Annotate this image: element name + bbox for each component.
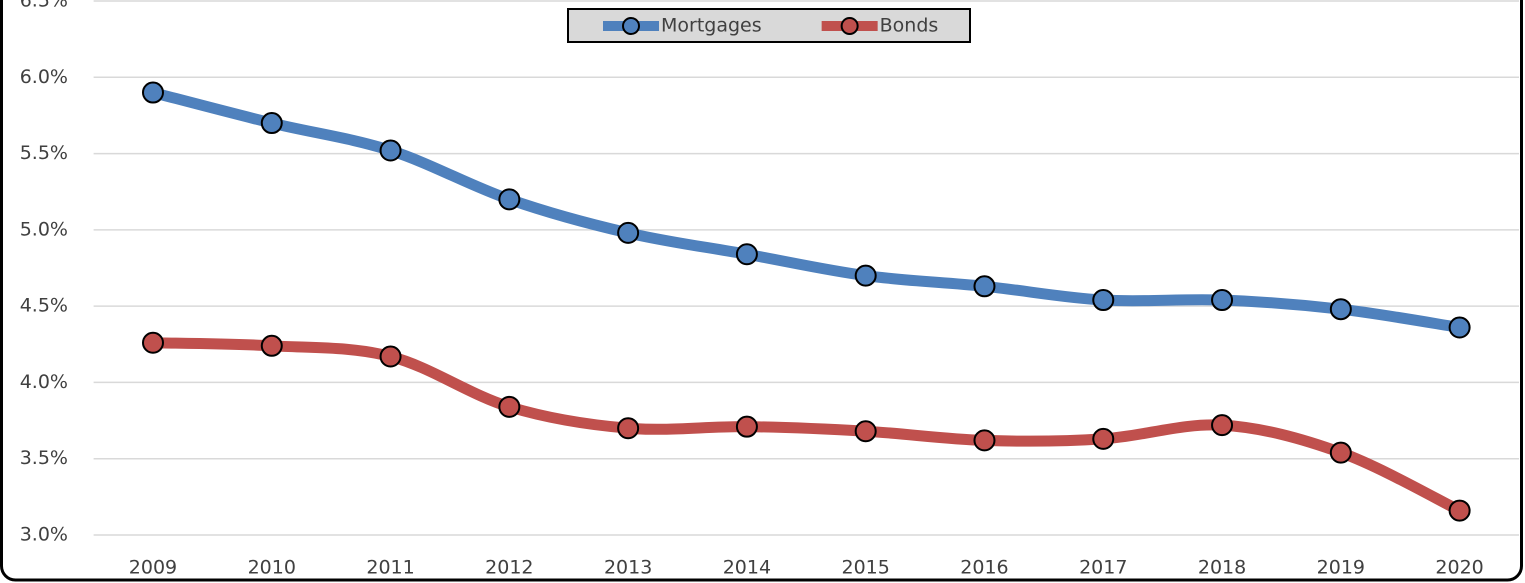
marker [854,420,877,443]
x-tick-label: 2014 [723,557,771,579]
x-tick-label: 2011 [366,557,414,579]
y-tick-label: 3.0% [20,524,68,546]
legend-marker [840,17,859,35]
x-tick-label: 2009 [129,557,177,579]
marker [379,139,402,162]
y-tick-label: 6.0% [20,66,68,88]
y-tick-label: 3.5% [20,447,68,469]
marker [1211,289,1234,312]
marker [973,275,996,298]
marker [1211,414,1234,437]
marker [1329,298,1352,321]
marker [141,81,164,104]
y-tick-label: 4.5% [20,295,68,317]
marker [735,415,758,438]
marker [260,334,283,357]
x-tick-label: 2020 [1435,557,1483,579]
marker [617,221,640,244]
x-tick-label: 2010 [248,557,296,579]
marker [617,417,640,440]
x-tick-label: 2017 [1079,557,1127,579]
marker [1448,316,1471,339]
legend-label: Mortgages [661,15,762,37]
marker [1092,289,1115,312]
y-tick-label: 5.0% [20,218,68,240]
marker [498,188,521,211]
marker [1092,427,1115,450]
marker [141,331,164,354]
marker [1329,441,1352,464]
x-tick-label: 2016 [960,557,1008,579]
y-tick-label: 4.0% [20,371,68,393]
legend-label: Bonds [880,15,939,37]
marker [1448,499,1471,522]
marker [498,395,521,418]
legend-box [567,8,971,43]
x-tick-label: 2018 [1198,557,1246,579]
marker [379,345,402,368]
legend: Mortgages Bonds [567,8,971,43]
marker [735,243,758,266]
x-tick-label: 2019 [1317,557,1365,579]
x-tick-label: 2013 [604,557,652,579]
marker [260,112,283,135]
legend-marker [622,17,640,35]
x-tick-label: 2015 [842,557,890,579]
marker [854,264,877,287]
y-tick-label: 6.5% [20,0,68,12]
y-tick-label: 5.5% [20,142,68,164]
marker [973,429,996,452]
x-tick-label: 2012 [485,557,533,579]
